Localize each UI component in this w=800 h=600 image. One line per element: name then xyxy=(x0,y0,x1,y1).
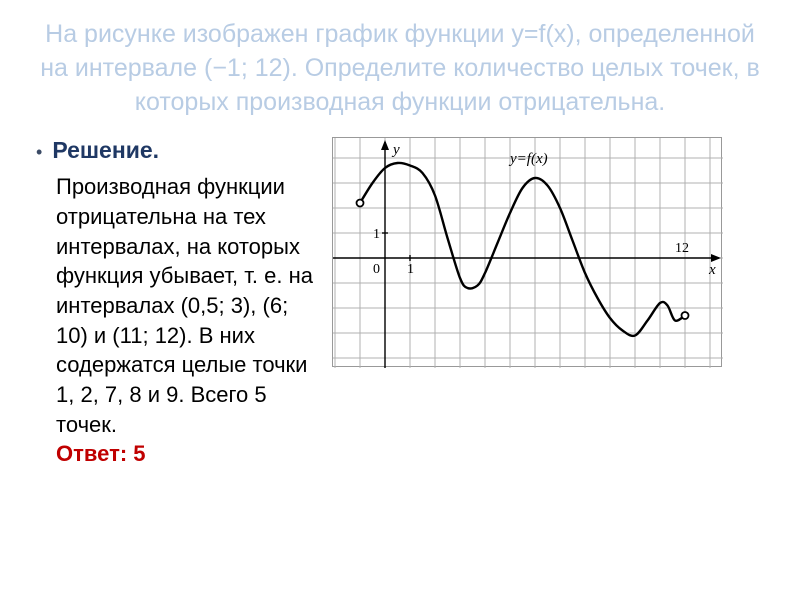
problem-title: На рисунке изображен график функции y=f(… xyxy=(30,18,770,119)
content-row: • Решение. Производная функции отрицател… xyxy=(30,137,770,467)
svg-text:1: 1 xyxy=(373,227,380,242)
svg-text:y=f(x): y=f(x) xyxy=(508,151,548,167)
solution-heading: • Решение. xyxy=(36,137,320,164)
svg-text:12: 12 xyxy=(675,241,689,256)
solution-column: • Решение. Производная функции отрицател… xyxy=(30,137,320,467)
solution-heading-text: Решение. xyxy=(52,137,159,164)
answer-value: 5 xyxy=(133,441,145,466)
chart-column: y x 0 1 1 12 y=f(x) xyxy=(332,137,770,467)
bullet-icon: • xyxy=(36,142,42,163)
svg-text:1: 1 xyxy=(407,262,414,277)
function-chart: y x 0 1 1 12 y=f(x) xyxy=(332,137,722,367)
svg-text:y: y xyxy=(391,142,400,158)
answer-line: Ответ: 5 xyxy=(36,441,320,467)
svg-text:0: 0 xyxy=(373,262,380,277)
solution-body: Производная функции отрицательна на тех … xyxy=(36,172,320,439)
svg-text:x: x xyxy=(708,262,716,278)
answer-label: Ответ: xyxy=(56,441,127,466)
